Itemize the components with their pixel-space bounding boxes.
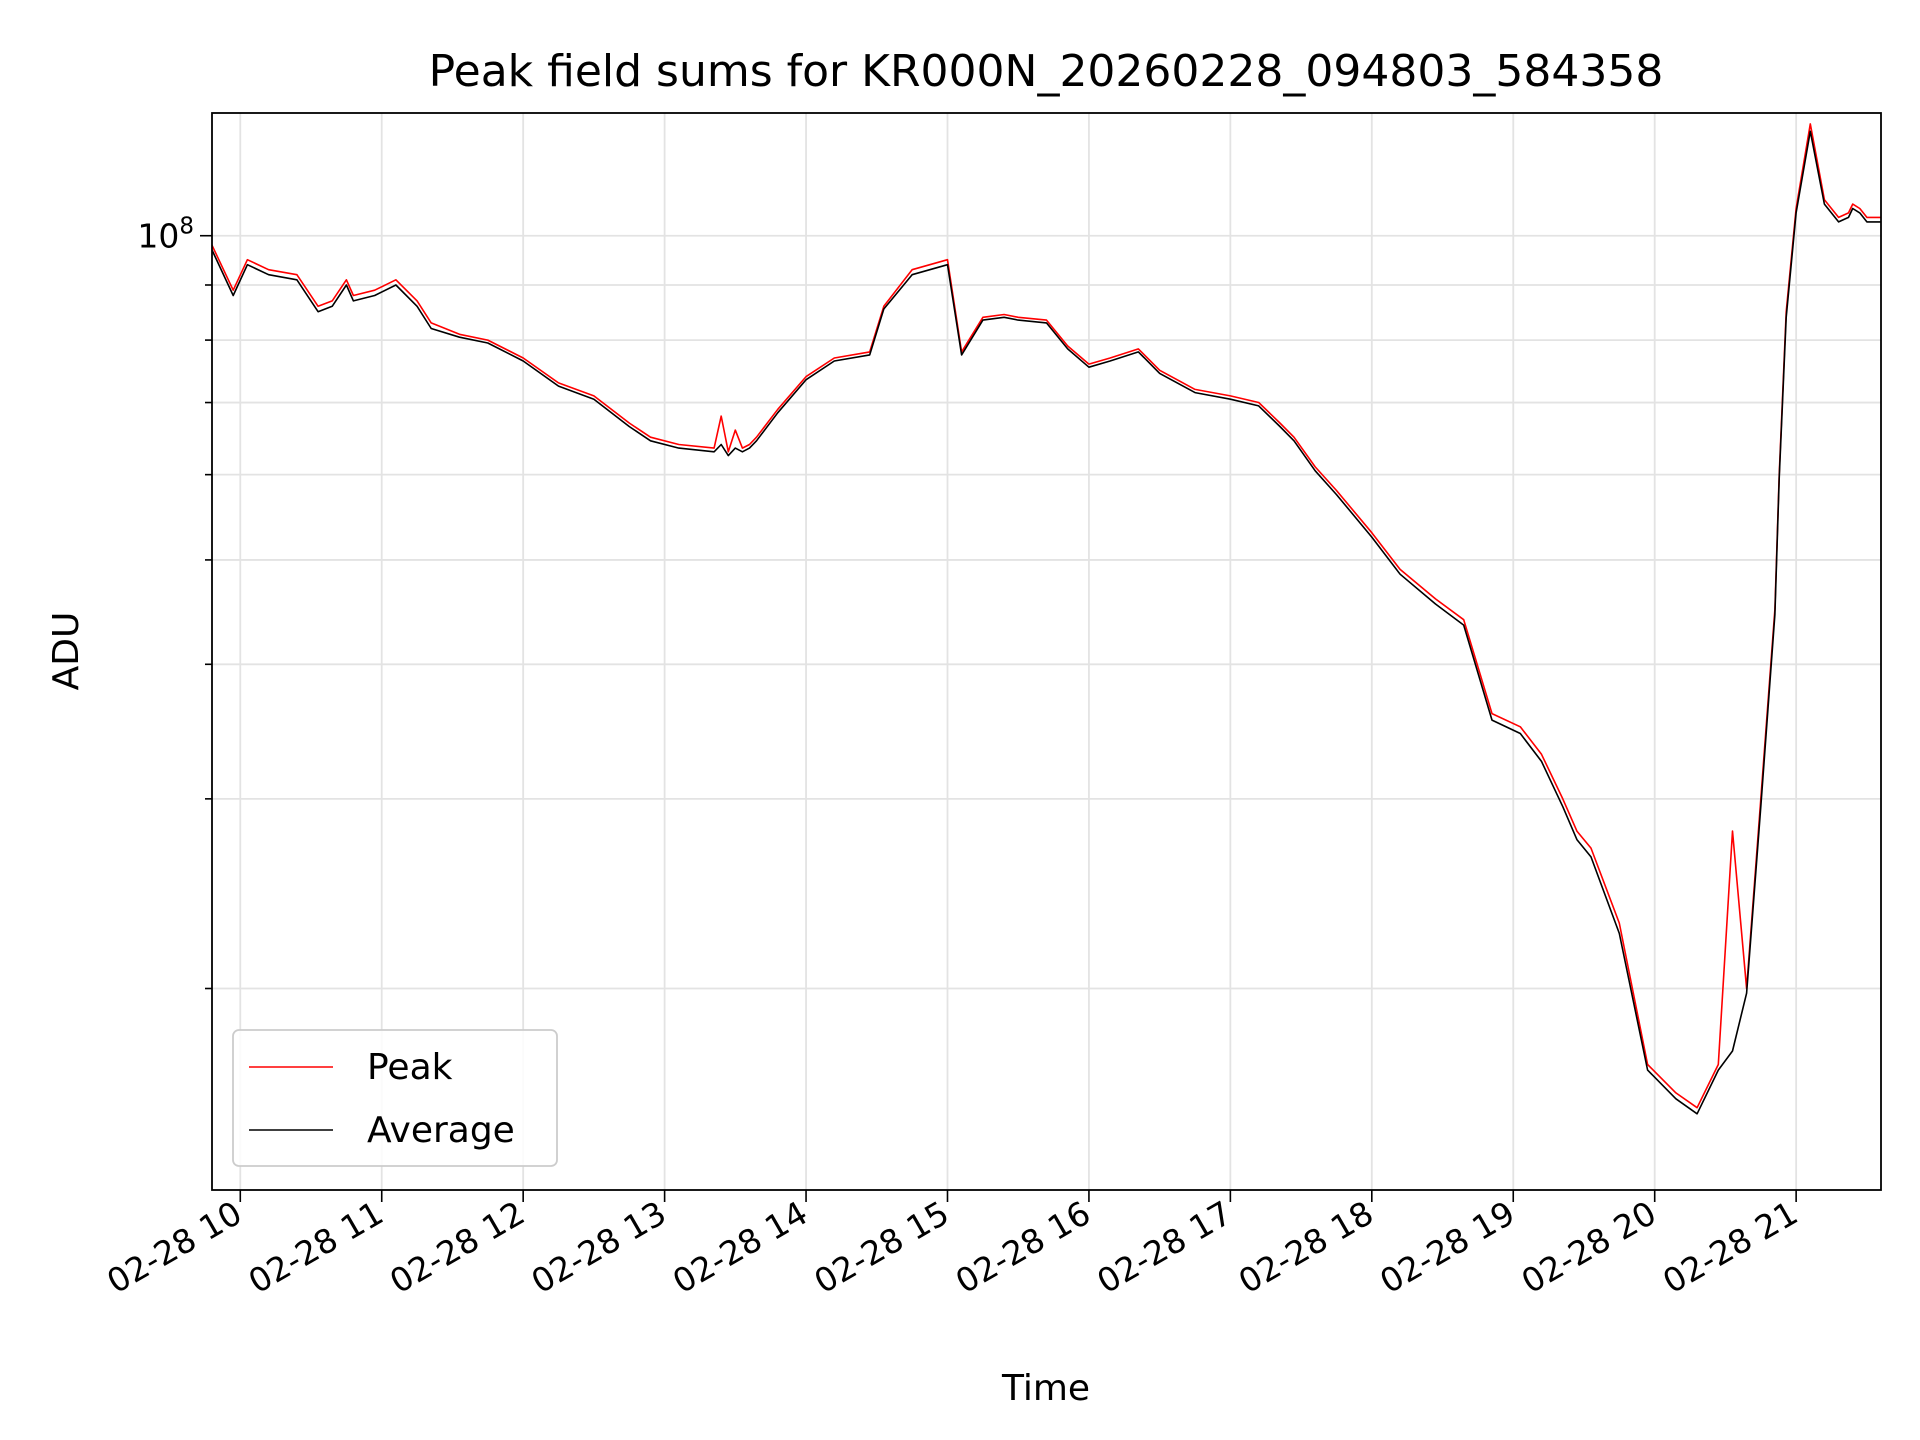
y-tick-label-exponent: 8 — [179, 214, 194, 240]
y-axis-ticks: 108 — [137, 214, 212, 990]
series-line-average — [211, 130, 1881, 1115]
x-axis-label: Time — [1001, 1368, 1090, 1409]
grid — [212, 113, 1881, 1190]
series-line-peak — [211, 123, 1881, 1109]
y-tick-label-base: 10 — [137, 217, 179, 256]
y-axis-label: ADU — [46, 612, 87, 691]
legend-peak-label: Peak — [367, 1047, 453, 1088]
plot-frame — [211, 112, 1882, 1191]
legend-box — [232, 1029, 558, 1167]
legend-average-label: Average — [367, 1110, 515, 1151]
chart-title: Peak field sums for KR000N_20260228_0948… — [429, 46, 1664, 97]
legend: Peak Average — [232, 1029, 558, 1167]
y-tick-label: 108 — [137, 214, 194, 256]
series-lines — [211, 123, 1881, 1115]
